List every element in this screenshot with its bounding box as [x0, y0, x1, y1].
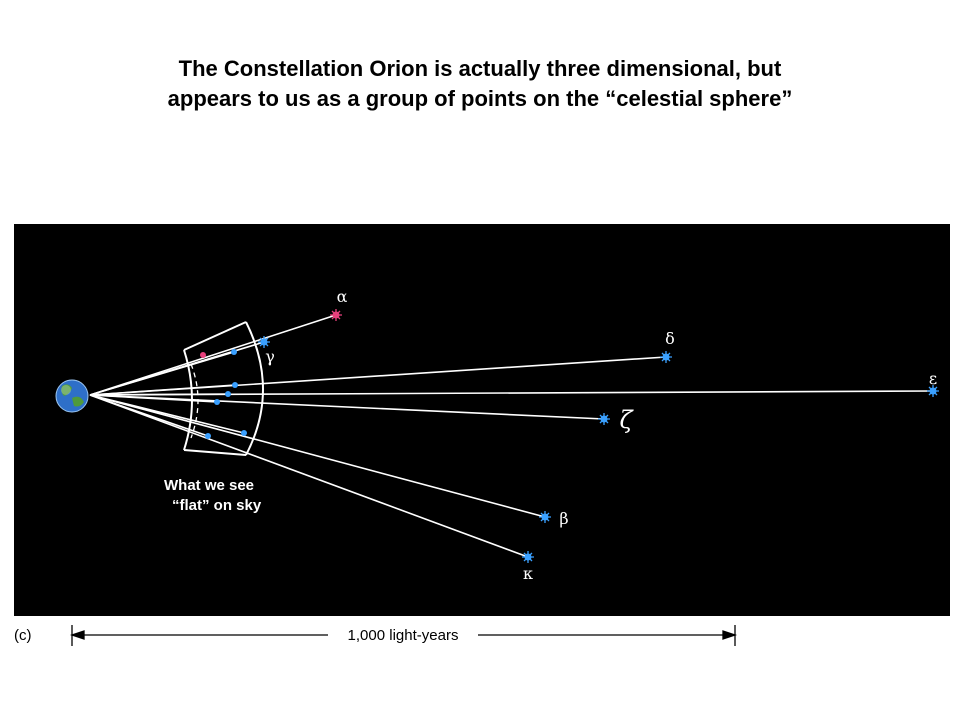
sphere-inner-dashed-arc — [190, 363, 199, 439]
sphere-top-edge — [183, 321, 247, 351]
sight-line-alpha — [89, 314, 337, 396]
slide-title: The Constellation Orion is actually thre… — [0, 54, 960, 114]
caption-line-2: “flat” on sky — [172, 497, 262, 514]
sight-line-beta — [89, 394, 546, 518]
star-kappa — [522, 551, 534, 563]
projected-dot — [205, 433, 211, 439]
projected-points — [200, 349, 247, 439]
sphere-outer-arc — [245, 321, 264, 456]
star-epsilon — [927, 385, 939, 397]
scale-bar-label: 1,000 light-years — [348, 627, 459, 644]
celestial-sphere-segment — [183, 321, 264, 456]
star-label-epsilon: ε — [929, 369, 937, 388]
star-label-beta: β — [559, 509, 568, 528]
star-alpha — [330, 309, 342, 321]
star-label-alpha: α — [337, 287, 348, 306]
projected-dot — [231, 349, 237, 355]
projected-dot-alpha — [200, 352, 206, 358]
earth-icon — [55, 379, 89, 413]
title-line-1: The Constellation Orion is actually thre… — [178, 56, 782, 81]
sight-line-inner-4 — [89, 394, 218, 403]
star-label-delta: δ — [665, 329, 675, 348]
space-background — [14, 224, 950, 616]
sight-line-inner-2 — [89, 384, 236, 396]
sphere-front-arc — [183, 349, 193, 451]
stars — [258, 309, 939, 563]
projected-dot — [232, 382, 238, 388]
star-label-kappa: κ — [523, 564, 533, 583]
scale-bar — [69, 625, 738, 646]
star-zeta — [598, 413, 610, 425]
sight-line-inner-6 — [89, 394, 245, 434]
star-label-gamma: γ — [265, 347, 275, 366]
sphere-bottom-edge — [183, 449, 247, 456]
scale-bar-arrow-right — [722, 630, 738, 640]
title-line-2: appears to us as a group of points on th… — [167, 86, 793, 111]
projected-dot — [225, 391, 231, 397]
star-gamma — [258, 336, 270, 348]
panel-label: (c) — [14, 627, 32, 644]
star-delta — [660, 351, 672, 363]
sight-line-inner-1 — [89, 351, 235, 396]
star-label-zeta: ζ — [619, 406, 634, 434]
sight-line-inner-3 — [89, 393, 229, 396]
scale-bar-arrow-left — [69, 630, 85, 640]
projected-dot — [241, 430, 247, 436]
sight-lines — [89, 314, 934, 558]
star-beta — [539, 511, 551, 523]
sight-line-kappa — [89, 394, 529, 558]
projected-dot — [214, 399, 220, 405]
caption-line-1: What we see — [164, 477, 254, 494]
